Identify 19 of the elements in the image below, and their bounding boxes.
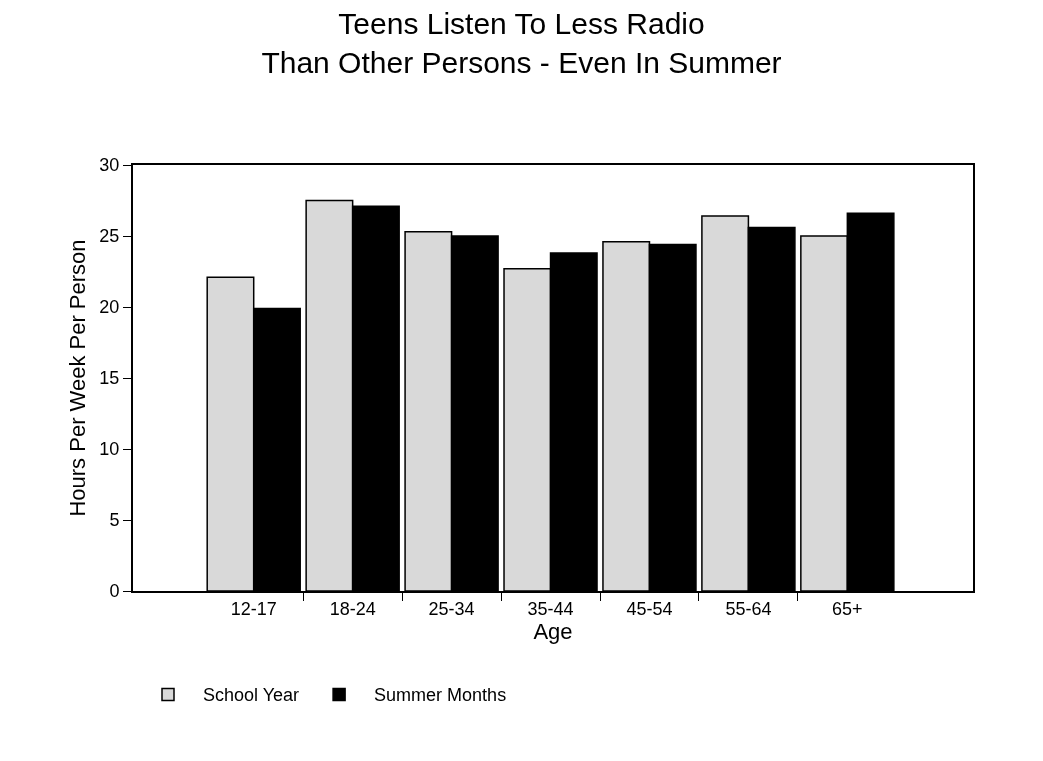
y-tick-label: 30 — [99, 155, 120, 176]
x-tick-label: 55-64 — [725, 598, 772, 619]
x-tick-label: 12-17 — [230, 598, 277, 619]
y-tick-label: 20 — [99, 297, 120, 318]
chart-title: Teens Listen To Less Radio Than Other Persons - Even In Summer — [261, 7, 782, 80]
x-tick-label: 18-24 — [329, 598, 376, 619]
y-tick-label: 0 — [109, 581, 120, 602]
y-tick-label: 10 — [99, 439, 120, 460]
x-axis-title: Age — [533, 618, 573, 644]
legend-label: School Year — [203, 685, 300, 706]
x-tick-label: 45-54 — [626, 598, 673, 619]
legend-label: Summer Months — [374, 685, 507, 706]
y-tick-label: 25 — [99, 226, 120, 247]
y-axis-title: Hours Per Week Per Person — [64, 239, 90, 517]
x-tick-label: 25-34 — [428, 598, 475, 619]
x-tick-label: 35-44 — [527, 598, 574, 619]
y-tick-label: 15 — [99, 368, 120, 389]
y-tick-label: 5 — [109, 510, 120, 531]
x-tick-label: 65+ — [832, 598, 863, 619]
